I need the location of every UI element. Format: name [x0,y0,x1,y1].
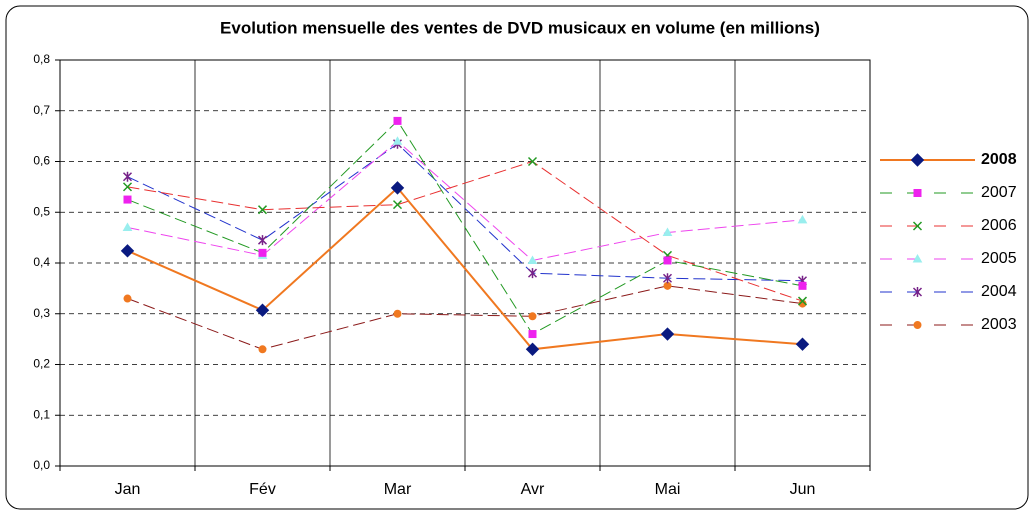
y-tick-label: 0,1 [33,407,50,421]
series-line [127,186,803,351]
data-point [257,235,268,246]
y-tick-label: 0,7 [33,103,50,117]
data-point [797,214,808,224]
y-tick-label: 0,0 [33,458,50,472]
data-point [527,255,538,264]
data-point [392,136,403,145]
legend-marker [910,153,925,167]
data-point [527,156,538,167]
series-line [127,160,803,302]
data-point [255,303,270,317]
data-point [528,330,537,339]
data-point [392,200,403,210]
legend-marker [912,221,923,231]
legend-marker [913,189,922,197]
legend-label: 2004 [981,283,1017,300]
legend-marker [912,287,923,297]
data-point [390,181,405,195]
chart-title: Evolution mensuelle des ventes de DVD mu… [220,18,820,37]
legend-label: 2008 [981,151,1017,168]
data-point [662,273,673,284]
data-point [122,222,133,231]
x-tick-label: Avr [521,481,545,498]
data-point [393,309,402,318]
series-line [127,143,803,282]
x-tick-label: Jun [790,481,816,498]
data-point [663,281,672,290]
y-tick-label: 0,5 [33,204,50,218]
y-tick-label: 0,6 [33,154,50,168]
data-point [663,256,672,265]
data-point [527,268,538,279]
data-point [258,248,267,257]
x-tick-label: Fév [249,481,276,498]
data-point [660,327,675,341]
data-point [120,244,135,258]
y-tick-label: 0,4 [33,255,50,269]
data-point [798,281,807,290]
data-point [525,342,540,356]
data-point [393,116,402,125]
legend-label: 2006 [981,217,1017,234]
data-point [662,227,673,237]
x-tick-label: Mai [655,481,681,498]
y-tick-label: 0,2 [33,357,50,371]
y-tick-label: 0,3 [33,306,50,320]
x-tick-label: Jan [115,481,141,498]
legend-marker [912,253,923,263]
data-point [258,345,267,354]
legend-label: 2003 [981,316,1017,333]
legend-marker [913,321,922,329]
series-line [127,285,803,350]
data-point [797,296,808,306]
series-line [127,120,803,335]
data-point [122,171,133,182]
data-point [257,205,268,215]
data-point [122,182,133,192]
series-line [127,140,803,262]
data-point [123,195,132,204]
legend-label: 2005 [981,250,1017,267]
data-point [795,337,810,351]
data-point [123,294,132,303]
data-point [528,312,537,321]
y-tick-label: 0,8 [33,52,50,66]
legend-label: 2007 [981,184,1017,201]
x-tick-label: Mar [384,481,412,498]
